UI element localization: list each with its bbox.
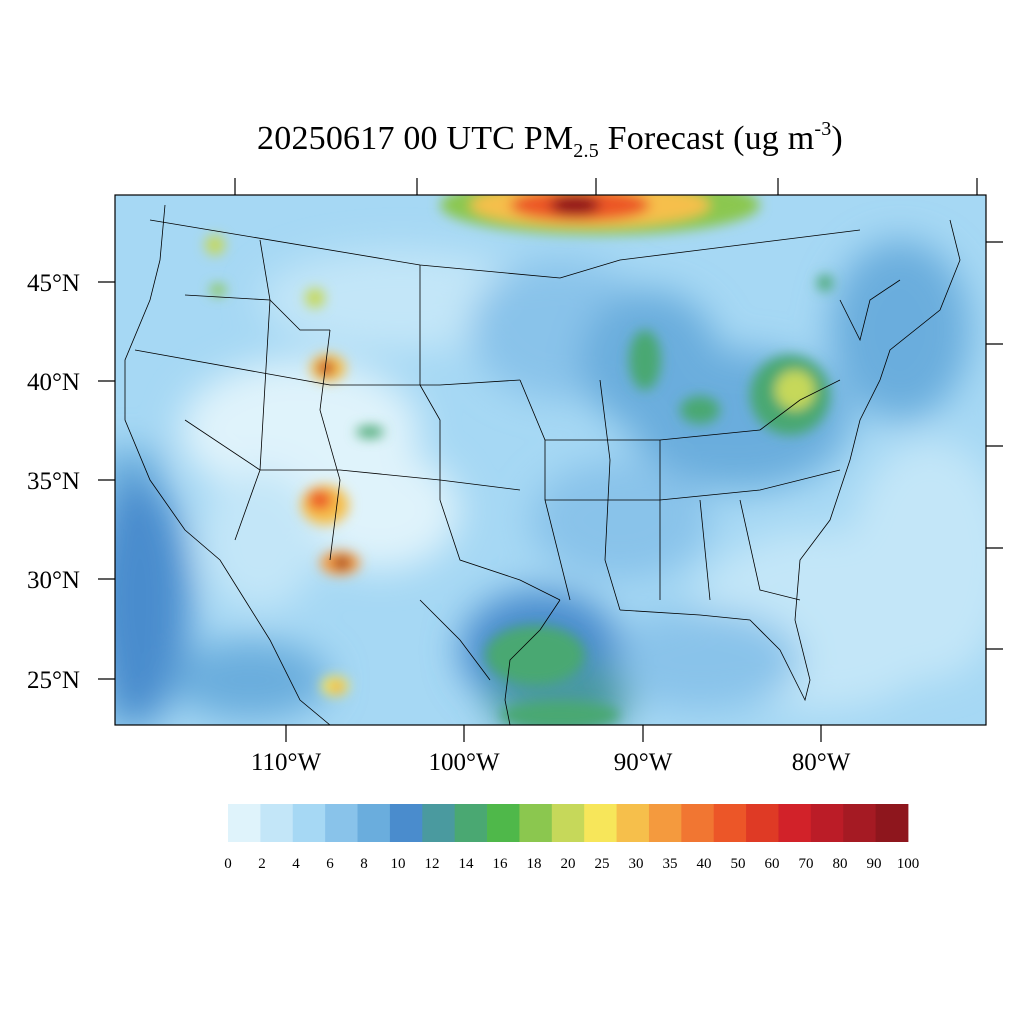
colorbar-swatch <box>713 804 747 842</box>
colorbar-swatch <box>778 804 812 842</box>
colorbar-swatch <box>325 804 358 842</box>
colorbar-labels: 0 2 4 6 8 10 12 14 16 18 20 25 30 35 40 50 60 70 80 90 100 <box>224 856 919 872</box>
colorbar-swatch <box>551 804 585 842</box>
lon-label: 110°W <box>251 749 322 776</box>
title-subscript: 2.5 <box>573 140 599 162</box>
lat-label: 25°N <box>27 667 80 694</box>
colorbar-swatch <box>648 804 682 842</box>
colorbar-label: 90 <box>867 856 882 872</box>
colorbar-swatch <box>875 804 909 842</box>
colorbar-swatch <box>454 804 488 842</box>
colorbar-swatch <box>746 804 779 842</box>
colorbar-swatch <box>422 804 456 842</box>
lon-label: 90°W <box>614 749 673 776</box>
colorbar-swatch <box>389 804 423 842</box>
colorbar-label: 18 <box>527 856 542 872</box>
colorbar-label: 30 <box>629 856 644 872</box>
colorbar-swatch <box>584 804 617 842</box>
colorbar-label: 60 <box>765 856 780 872</box>
colorbar-swatch <box>681 804 715 842</box>
colorbar-label: 6 <box>326 856 334 872</box>
title-main: 20250617 00 UTC PM <box>257 120 574 157</box>
colorbar-label: 12 <box>425 856 440 872</box>
lon-label: 80°W <box>792 749 851 776</box>
top-ticks <box>234 178 978 195</box>
colorbar-label: 35 <box>663 856 678 872</box>
colorbar-label: 8 <box>360 856 368 872</box>
colorbar-label: 14 <box>459 856 475 872</box>
colorbar-label: 100 <box>897 856 920 872</box>
pm25-field <box>115 195 986 725</box>
colorbar-swatch <box>260 804 294 842</box>
lat-label: 45°N <box>27 270 80 297</box>
colorbar-swatch <box>292 804 326 842</box>
state-boundaries <box>124 204 961 725</box>
colorbar-swatch <box>519 804 553 842</box>
lat-label: 40°N <box>27 369 80 396</box>
lat-label: 30°N <box>27 567 80 594</box>
colorbar-swatch <box>228 804 261 842</box>
colorbar-swatch <box>843 804 877 842</box>
lon-label: 100°W <box>428 749 499 776</box>
lat-label: 35°N <box>27 468 80 495</box>
map-title: 20250617 00 UTC PM2.5 Forecast (ug m-3) <box>0 118 1024 163</box>
colorbar-label: 2 <box>258 856 266 872</box>
colorbar-label: 70 <box>799 856 814 872</box>
title-rest: Forecast (ug m <box>598 120 815 157</box>
map-frame <box>114 194 987 726</box>
colorbar-label: 50 <box>731 856 746 872</box>
bottom-ticks <box>285 725 822 742</box>
colorbar-label: 4 <box>292 856 300 872</box>
left-ticks <box>98 281 115 680</box>
colorbar-label: 40 <box>697 856 712 872</box>
colorbar-swatch <box>616 804 650 842</box>
colorbar-label: 16 <box>493 856 509 872</box>
colorbar <box>228 804 909 842</box>
colorbar-swatch <box>357 804 391 842</box>
colorbar-label: 80 <box>833 856 848 872</box>
colorbar-swatch <box>487 804 520 842</box>
colorbar-label: 0 <box>224 856 232 872</box>
title-superscript: -3 <box>814 118 832 140</box>
colorbar-swatch <box>810 804 844 842</box>
title-close: ) <box>831 120 843 157</box>
colorbar-label: 25 <box>595 856 610 872</box>
colorbar-label: 10 <box>391 856 406 872</box>
colorbar-label: 20 <box>561 856 576 872</box>
right-ticks <box>986 241 1003 650</box>
